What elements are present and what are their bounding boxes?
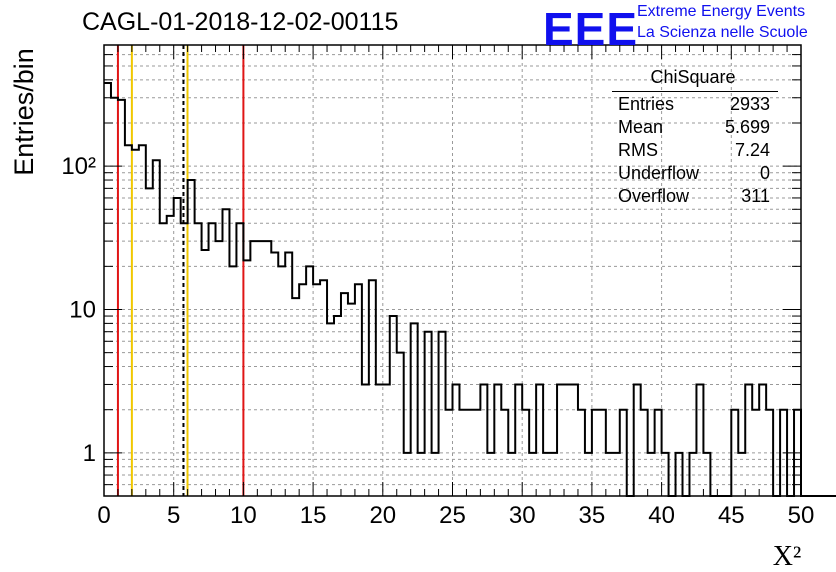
histogram-bin bbox=[216, 241, 223, 496]
stats-key: Entries bbox=[618, 94, 675, 114]
histogram-bin bbox=[480, 384, 487, 496]
histogram-bin bbox=[634, 384, 641, 496]
x-axis: 0 5 10 15 20 25 30 35 40 45 50 bbox=[97, 45, 814, 529]
stats-row-entries: Entries 2933 bbox=[618, 94, 770, 116]
stats-row-mean: Mean 5.699 bbox=[618, 117, 770, 139]
stats-value: 5.699 bbox=[724, 117, 770, 137]
histogram-bin bbox=[745, 384, 752, 496]
histogram-bin bbox=[320, 280, 327, 496]
histogram-bin bbox=[111, 98, 118, 496]
y-axis: 1 10 10² bbox=[61, 44, 801, 497]
histogram-bin bbox=[264, 241, 271, 496]
x-tick-label: 40 bbox=[648, 502, 675, 529]
histogram-bin bbox=[167, 216, 174, 496]
histogram-bin bbox=[209, 223, 216, 496]
histogram-bin bbox=[104, 83, 111, 496]
histogram-bin bbox=[383, 384, 390, 496]
stats-row-underflow: Underflow 0 bbox=[618, 163, 770, 185]
stats-box-divider bbox=[612, 91, 778, 92]
stats-row-rms: RMS 7.24 bbox=[618, 140, 770, 162]
histogram-bin bbox=[425, 332, 432, 496]
stats-box: ChiSquare Entries 2933 Mean 5.699 RMS 7.… bbox=[608, 64, 778, 209]
histogram-bin bbox=[557, 384, 564, 496]
x-tick-label: 20 bbox=[369, 502, 396, 529]
histogram-bin bbox=[362, 384, 369, 496]
x-tick-label: 10 bbox=[230, 502, 257, 529]
histogram-bin bbox=[759, 384, 766, 496]
stats-value: 2933 bbox=[729, 94, 770, 114]
stats-value: 311 bbox=[741, 186, 770, 206]
histogram-bin bbox=[146, 188, 153, 496]
histogram-bin bbox=[376, 384, 383, 496]
histogram-bin bbox=[195, 223, 202, 496]
reference-lines bbox=[116, 45, 245, 496]
stats-value: 0 bbox=[759, 163, 770, 183]
histogram-outline bbox=[104, 82, 836, 497]
y-tick-label: 10 bbox=[69, 296, 96, 323]
histogram-bin bbox=[536, 384, 543, 496]
logo-caption-line2: La Scienza nelle Scuole bbox=[637, 24, 808, 41]
stats-key: RMS bbox=[618, 140, 658, 160]
x-tick-label: 25 bbox=[439, 502, 466, 529]
histogram-bin bbox=[494, 384, 501, 496]
x-tick-label: 50 bbox=[788, 502, 815, 529]
x-tick-label: 5 bbox=[167, 502, 180, 529]
histogram-bin bbox=[306, 266, 313, 496]
y-tick-label: 1 bbox=[83, 440, 96, 467]
x-tick-label: 15 bbox=[300, 502, 327, 529]
eee-logo: EEE bbox=[543, 3, 639, 55]
histogram-bin bbox=[571, 384, 578, 496]
histogram-bin bbox=[515, 384, 522, 496]
histogram-bin bbox=[334, 316, 341, 496]
x-tick-label: 45 bbox=[718, 502, 745, 529]
histogram-bin bbox=[257, 241, 264, 496]
x-axis-label: X² bbox=[773, 541, 802, 572]
histogram-bin bbox=[153, 160, 160, 496]
histogram-bin bbox=[397, 353, 404, 496]
histogram-bin bbox=[439, 332, 446, 496]
chart-title: CAGL-01-2018-12-02-00115 bbox=[82, 8, 399, 36]
histogram-bin bbox=[188, 180, 195, 496]
histogram-bin bbox=[250, 241, 257, 496]
stats-value: 7.24 bbox=[734, 140, 770, 160]
y-axis-label: Entries/bin bbox=[9, 48, 39, 176]
histogram-bin bbox=[174, 198, 181, 496]
histogram-bin bbox=[564, 384, 571, 496]
stats-row-overflow: Overflow 311 bbox=[618, 186, 770, 208]
histogram-bin bbox=[453, 384, 460, 496]
histogram-bin bbox=[390, 316, 397, 496]
stats-key: Overflow bbox=[618, 186, 690, 206]
histogram-bin bbox=[278, 266, 285, 496]
histogram-bin bbox=[696, 384, 703, 496]
x-tick-label: 30 bbox=[509, 502, 536, 529]
histogram-bin bbox=[118, 100, 125, 496]
histogram-bin bbox=[369, 280, 376, 496]
stats-box-title: ChiSquare bbox=[650, 67, 736, 87]
histogram-bin bbox=[160, 223, 167, 496]
logo-caption-line1: Extreme Energy Events bbox=[637, 3, 806, 20]
stats-key: Underflow bbox=[618, 163, 700, 183]
histogram-bin bbox=[229, 266, 236, 496]
histogram-bin bbox=[236, 223, 243, 496]
stats-key: Mean bbox=[618, 117, 664, 137]
histogram-bin bbox=[243, 260, 250, 496]
x-tick-label: 35 bbox=[579, 502, 606, 529]
x-tick-label: 0 bbox=[97, 502, 110, 529]
y-tick-label: 10² bbox=[61, 153, 96, 180]
